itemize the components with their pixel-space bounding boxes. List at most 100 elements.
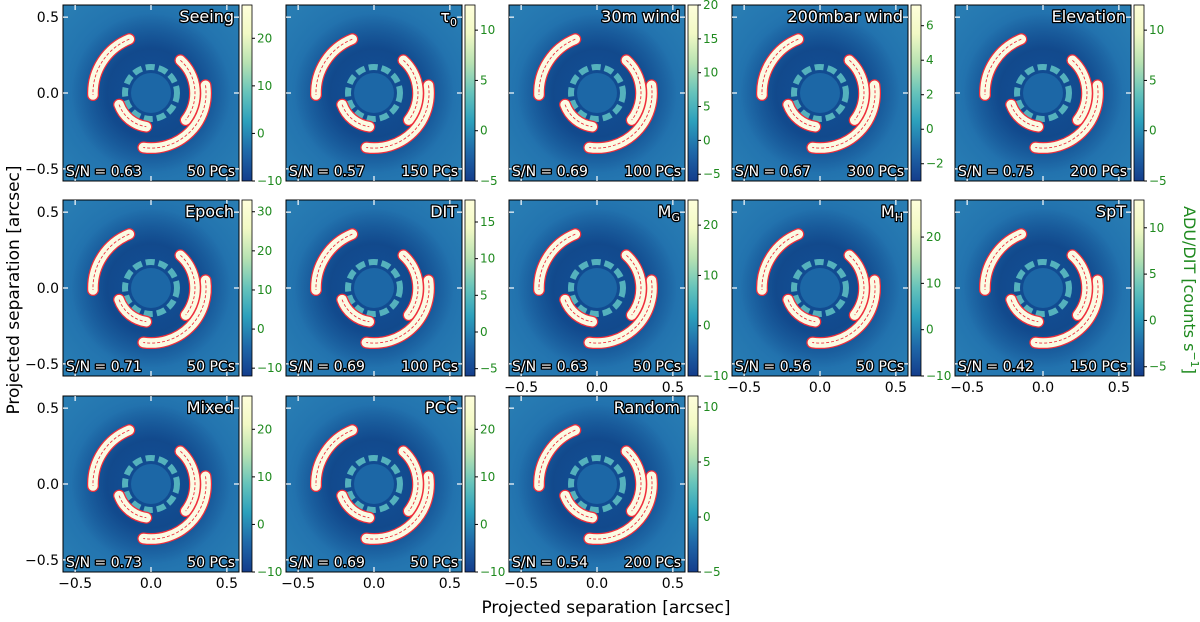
colorbar-tick-label: −5 [703, 565, 721, 579]
snr-label: S/N = 0.69 [289, 555, 365, 571]
coronagraph-mask [131, 464, 171, 504]
spiral-arm-4 [114, 294, 152, 327]
model-trace-2 [1072, 59, 1088, 121]
colorbar-tick-label: 10 [926, 276, 941, 290]
colorbar-label-text: ADU/DIT [counts s [1180, 206, 1199, 351]
model-trace-1 [761, 233, 799, 291]
model-trace-2 [626, 59, 642, 121]
panel-title-subscript: G [671, 211, 680, 224]
model-trace-2 [180, 59, 196, 121]
spiral-arm-4 [560, 99, 598, 132]
coronagraph-mask [1023, 73, 1063, 113]
colorbar-tick-label: 10 [257, 79, 272, 93]
model-trace-1 [315, 233, 353, 291]
inner-ring [122, 259, 180, 317]
panel-title: 30m wind [601, 7, 680, 26]
snr-label-shadow: S/N = 0.69 [289, 555, 365, 571]
colorbar-tick-label: −5 [703, 167, 721, 181]
pcs-label-shadow: 100 PCs [624, 164, 681, 180]
y-tick-label: 0.0 [37, 477, 59, 493]
coronagraph-mask [1023, 268, 1063, 308]
coronagraph-mask [800, 73, 840, 113]
coronagraph-mask [577, 73, 617, 113]
spiral-arm-4 [560, 490, 598, 523]
spiral-arm-4 [783, 294, 821, 327]
inner-ring [1014, 259, 1072, 317]
y-tick-label: 0.0 [37, 281, 59, 297]
colorbar-tick-label: 10 [703, 400, 718, 414]
colorbar [687, 4, 699, 182]
coronagraph-mask [131, 268, 171, 308]
colorbar-tick-label: 0 [480, 325, 488, 339]
y-tick-label: −0.5 [25, 357, 59, 373]
colorbar [687, 199, 699, 377]
pcs-label-shadow: 150 PCs [401, 164, 458, 180]
model-trace-1 [315, 429, 353, 487]
colorbar [241, 395, 253, 573]
pcs-label: 200 PCs [624, 555, 681, 571]
pcs-label: 150 PCs [401, 164, 458, 180]
colorbar-tick-label: 0 [257, 517, 265, 531]
model-trace-1 [315, 38, 353, 96]
snr-label-shadow: S/N = 0.73 [66, 555, 142, 571]
snr-label: S/N = 0.63 [66, 164, 142, 180]
x-tick-label: 0.0 [586, 380, 608, 396]
model-trace-1 [538, 38, 576, 96]
snr-label-shadow: S/N = 0.67 [735, 164, 811, 180]
colorbar-tick-label: −10 [480, 565, 505, 579]
colorbar-tick-label: −10 [257, 174, 282, 188]
inner-ring [568, 259, 626, 317]
pcs-label-shadow: 200 PCs [1070, 164, 1127, 180]
colorbar-tick-label: 5 [1149, 267, 1157, 281]
colorbar [910, 199, 922, 377]
panel-title-main: M [658, 202, 672, 221]
panel-title: Epoch [185, 202, 234, 221]
pcs-label: 150 PCs [1070, 359, 1127, 375]
colorbar-tick-label: −5 [1149, 174, 1167, 188]
x-tick-label: −0.5 [950, 380, 984, 396]
model-trace-3 [589, 85, 653, 149]
inner-ring [568, 455, 626, 513]
pcs-label-shadow: 50 PCs [187, 555, 235, 571]
pcs-label: 100 PCs [624, 164, 681, 180]
x-tick-label: 0.5 [1108, 380, 1130, 396]
colorbar [241, 199, 253, 377]
colorbar [687, 395, 699, 573]
spiral-arm-4 [114, 99, 152, 132]
x-tick-label: 0.0 [1032, 380, 1054, 396]
spiral-arm-4 [337, 99, 375, 132]
model-trace-3 [812, 280, 876, 344]
colorbar [464, 199, 476, 377]
panel-title-main: M [881, 202, 895, 221]
pcs-label-shadow: 50 PCs [633, 359, 681, 375]
panel-title-shadow: DIT [430, 202, 457, 221]
pcs-label: 50 PCs [410, 555, 458, 571]
model-trace-3 [143, 85, 207, 149]
coronagraph-mask [354, 268, 394, 308]
inner-ring [568, 64, 626, 122]
colorbar-tick-label: 10 [1149, 23, 1164, 37]
model-trace-3 [1035, 85, 1099, 149]
panel-title-shadow: 30m wind [601, 7, 680, 26]
panel-title: Seeing [179, 7, 234, 26]
pcs-label-shadow: 300 PCs [847, 164, 904, 180]
colorbar-tick-label: 10 [703, 66, 718, 80]
colorbar-tick-label: 10 [480, 252, 495, 266]
colorbar-tick-label: 0 [926, 323, 934, 337]
x-axis-label: Projected separation [arcsec] [481, 598, 730, 618]
pcs-label: 100 PCs [401, 359, 458, 375]
snr-label: S/N = 0.75 [958, 164, 1034, 180]
snr-label-shadow: S/N = 0.56 [735, 359, 811, 375]
panel-title: SpT [1096, 202, 1126, 221]
panel-title: Elevation [1052, 7, 1126, 26]
model-trace-3 [812, 85, 876, 149]
colorbar-tick-label: 0 [1149, 313, 1157, 327]
panel-title-shadow: τ0 [440, 7, 457, 29]
panel-title-shadow: PCC [425, 398, 457, 417]
